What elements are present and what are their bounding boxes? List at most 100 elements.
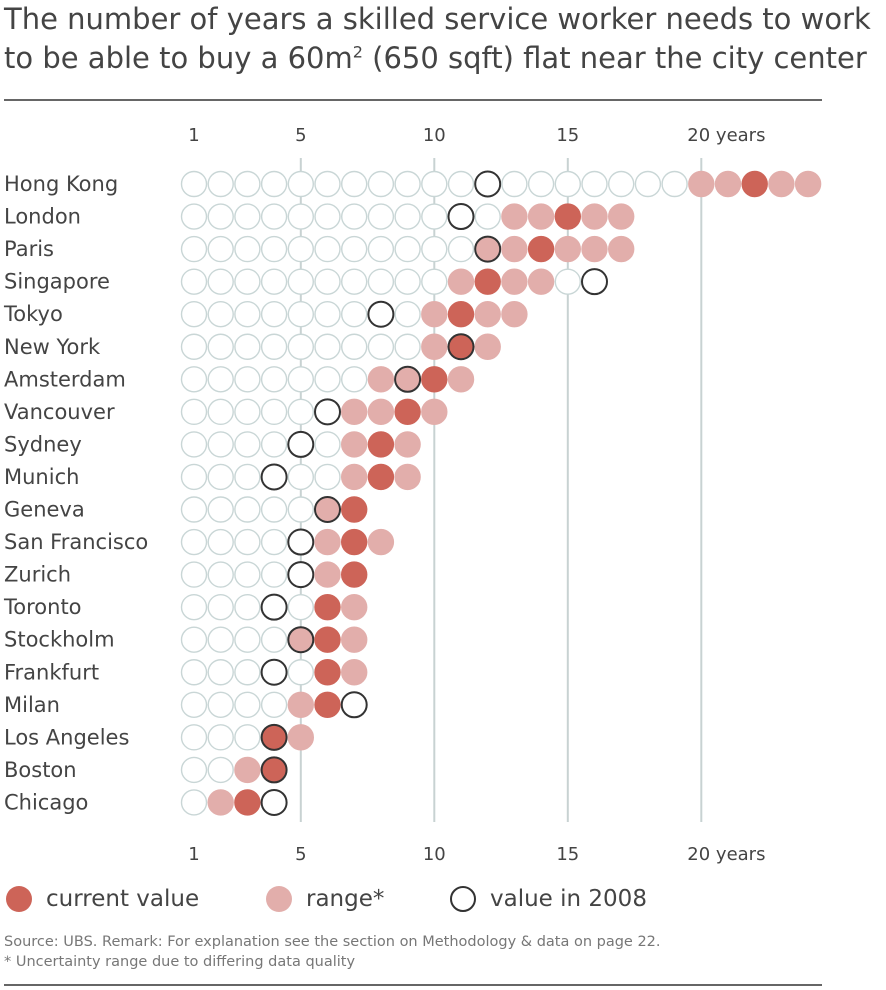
- value-2008-dot: [314, 398, 341, 426]
- empty-dot: [314, 463, 341, 491]
- current-value-dot: [474, 268, 501, 295]
- empty-dot: [421, 268, 448, 295]
- current-value-dot: [314, 593, 341, 621]
- range-dot: [688, 170, 715, 198]
- empty-dot: [180, 333, 208, 360]
- empty-dot: [180, 659, 208, 686]
- city-label: Singapore: [4, 270, 110, 294]
- current-value-dot: [341, 528, 368, 556]
- legend-label-2008: value in 2008: [490, 886, 647, 912]
- empty-dot: [207, 593, 234, 621]
- range-dot: [581, 203, 608, 230]
- empty-dot: [527, 170, 555, 198]
- empty-dot: [341, 268, 368, 295]
- empty-dot: [207, 398, 234, 426]
- empty-dot: [367, 203, 395, 230]
- empty-dot: [234, 268, 261, 295]
- dot-row: [180, 463, 421, 491]
- city-label: Sydney: [4, 432, 82, 456]
- range-dot: [768, 170, 795, 198]
- empty-dot: [180, 593, 208, 621]
- value-2008-dot: [287, 430, 315, 458]
- city-label: Geneva: [4, 498, 85, 522]
- top-tick-label: 1: [188, 125, 199, 146]
- range-dot-2008: [314, 496, 341, 523]
- range-dot: [554, 235, 581, 263]
- range-dot: [287, 724, 314, 751]
- value-2008-dot: [260, 788, 288, 816]
- current-value-dot: [314, 659, 341, 686]
- city-label: Milan: [4, 693, 60, 717]
- source-note: Source: UBS. Remark: For explanation see…: [4, 932, 874, 972]
- empty-dot: [554, 268, 581, 295]
- top-tick-label: 20 years: [687, 125, 765, 146]
- empty-dot: [234, 463, 261, 491]
- empty-dot: [180, 366, 208, 393]
- empty-dot: [207, 333, 234, 360]
- range-dot: [341, 593, 368, 621]
- empty-dot: [421, 203, 448, 230]
- x-axis-top: 1 5 10 15 20 years: [188, 125, 765, 146]
- current-value-dot-2008: [260, 723, 288, 751]
- legend-label-range: range*: [306, 886, 385, 912]
- city-label: Vancouver: [4, 400, 115, 424]
- city-label: Munich: [4, 465, 79, 489]
- top-tick-label: 15: [556, 125, 579, 146]
- empty-dot: [180, 431, 208, 458]
- current-value-dot: [741, 170, 768, 198]
- range-dot: [287, 691, 314, 718]
- city-label: Paris: [4, 237, 54, 261]
- range-dot: [341, 398, 368, 426]
- current-value-dot: [234, 789, 261, 816]
- value-2008-dot: [287, 561, 315, 589]
- current-value-dot: [341, 561, 368, 588]
- empty-dot: [234, 528, 261, 556]
- source-line: Source: UBS. Remark: For explanation see…: [4, 934, 661, 950]
- city-label: San Francisco: [4, 530, 148, 554]
- empty-dot: [581, 170, 608, 198]
- range-dot-2008: [394, 365, 422, 393]
- empty-dot: [207, 528, 234, 556]
- legend-item-2008: value in 2008: [450, 882, 647, 916]
- range-dot: [367, 528, 395, 556]
- top-rule: [4, 99, 822, 101]
- empty-dot: [394, 235, 421, 263]
- empty-dot: [260, 626, 288, 653]
- range-swatch: [266, 886, 292, 912]
- range-dot: [421, 333, 448, 360]
- empty-dot: [180, 203, 208, 230]
- empty-dot: [234, 691, 261, 718]
- empty-dot: [287, 463, 314, 491]
- current-value-dot: [554, 203, 581, 230]
- empty-dot: [207, 366, 234, 393]
- range-dot: [501, 203, 528, 230]
- empty-dot: [207, 301, 234, 328]
- empty-dot: [180, 691, 208, 718]
- empty-dot: [234, 333, 261, 360]
- chart-title: The number of years a skilled service wo…: [4, 0, 886, 78]
- empty-dot: [260, 203, 288, 230]
- dot-row: [180, 496, 368, 523]
- empty-dot: [260, 268, 288, 295]
- empty-dot: [234, 626, 261, 653]
- range-dot: [341, 659, 368, 686]
- empty-dot: [287, 398, 314, 426]
- empty-dot: [394, 301, 421, 328]
- dot-row: [180, 756, 288, 784]
- range-dot: [447, 268, 475, 295]
- range-dot: [421, 398, 448, 426]
- empty-dot: [207, 626, 234, 653]
- city-label: London: [4, 205, 81, 229]
- empty-dot: [260, 496, 288, 523]
- empty-dot: [394, 203, 421, 230]
- current-value-dot: [527, 235, 555, 263]
- empty-dot: [234, 398, 261, 426]
- empty-dot: [234, 724, 261, 751]
- empty-dot: [367, 333, 395, 360]
- empty-dot: [501, 170, 528, 198]
- empty-dot: [207, 268, 234, 295]
- current-value-dot: [447, 301, 475, 328]
- empty-dot: [287, 170, 314, 198]
- value-2008-dot: [340, 691, 368, 719]
- empty-dot: [287, 496, 314, 523]
